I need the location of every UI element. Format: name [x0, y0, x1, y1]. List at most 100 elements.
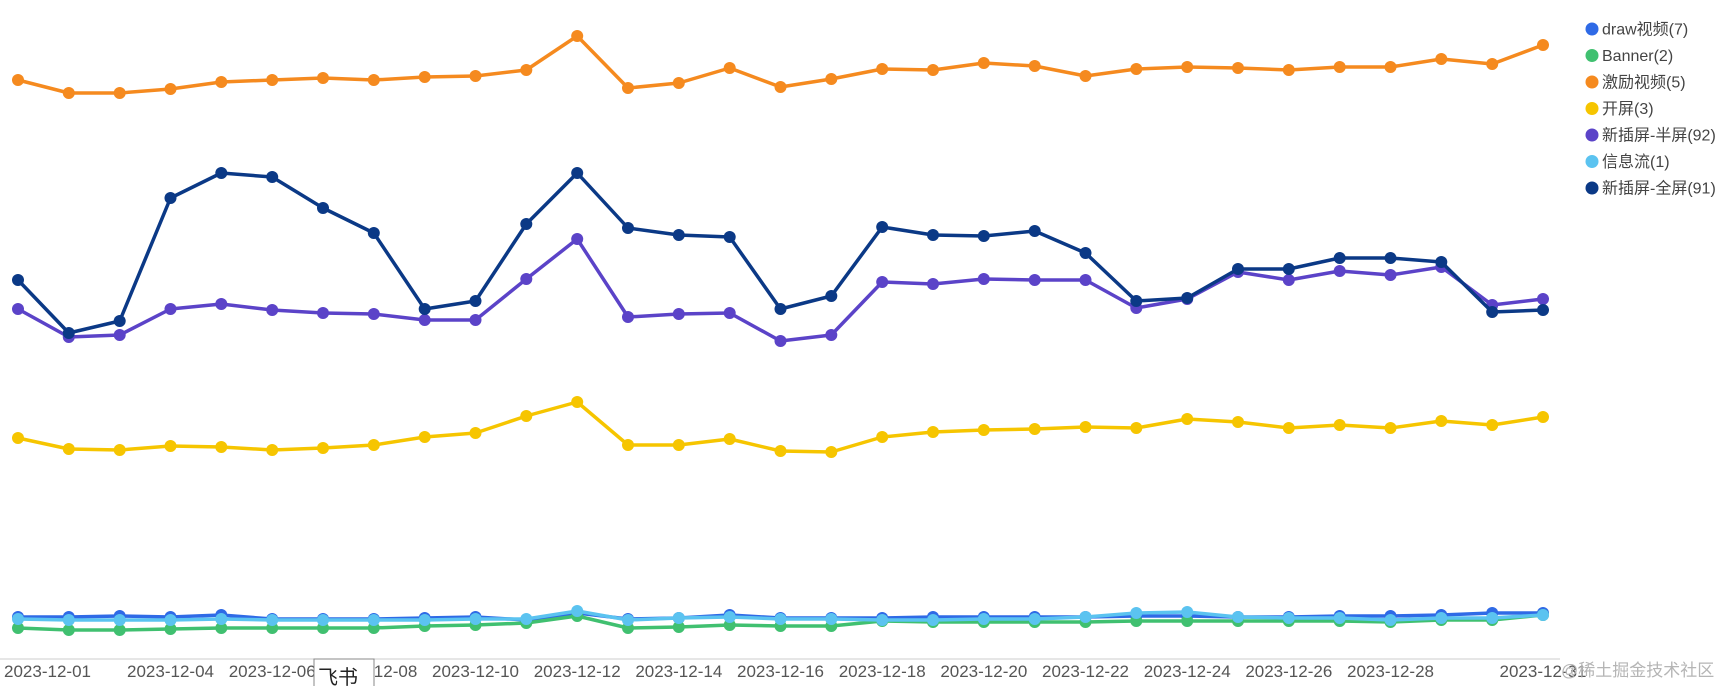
- data-point[interactable]: [1435, 256, 1448, 268]
- legend-item[interactable]: 激励视频(5): [1585, 74, 1686, 92]
- data-point[interactable]: [317, 307, 329, 319]
- data-point[interactable]: [1028, 60, 1041, 72]
- legend[interactable]: draw视频(7) Banner(2) 激励视频(5) 开屏(3) 新插屏-半屏(92)…: [1585, 21, 1716, 198]
- data-point[interactable]: [1181, 606, 1194, 618]
- data-point[interactable]: [1028, 225, 1041, 237]
- data-point[interactable]: [62, 327, 75, 339]
- data-point[interactable]: [1384, 61, 1397, 73]
- popup-box[interactable]: [313, 658, 375, 690]
- data-point[interactable]: [1282, 64, 1295, 76]
- data-point[interactable]: [774, 613, 787, 625]
- data-point[interactable]: [418, 71, 431, 83]
- data-point[interactable]: [164, 614, 177, 626]
- data-point[interactable]: [113, 87, 126, 99]
- data-point[interactable]: [62, 87, 75, 99]
- data-point[interactable]: [774, 445, 787, 457]
- data-point[interactable]: [1282, 422, 1295, 434]
- data-point[interactable]: [418, 614, 431, 626]
- data-point[interactable]: [266, 444, 279, 456]
- data-point[interactable]: [571, 30, 584, 42]
- data-point[interactable]: [266, 171, 279, 183]
- data-point[interactable]: [367, 614, 380, 626]
- data-point[interactable]: [367, 439, 380, 451]
- data-point[interactable]: [1537, 39, 1549, 51]
- data-point[interactable]: [774, 81, 787, 93]
- data-point[interactable]: [215, 622, 228, 634]
- data-point[interactable]: [469, 427, 482, 439]
- data-point[interactable]: [1130, 422, 1143, 434]
- data-point[interactable]: [1079, 421, 1092, 433]
- data-point[interactable]: [876, 431, 889, 443]
- data-point[interactable]: [876, 276, 889, 288]
- data-point[interactable]: [164, 83, 177, 95]
- data-point[interactable]: [215, 441, 228, 453]
- data-point[interactable]: [672, 77, 685, 89]
- data-point[interactable]: [672, 308, 685, 320]
- data-point[interactable]: [317, 442, 329, 454]
- data-point[interactable]: [622, 439, 634, 451]
- data-point[interactable]: [367, 227, 380, 239]
- data-point[interactable]: [12, 432, 24, 444]
- data-point[interactable]: [1384, 252, 1397, 264]
- legend-item[interactable]: 开屏(3): [1585, 101, 1654, 118]
- data-point[interactable]: [825, 329, 838, 341]
- data-point[interactable]: [1079, 247, 1092, 259]
- data-point[interactable]: [1537, 304, 1549, 316]
- data-point[interactable]: [1537, 609, 1549, 621]
- data-point[interactable]: [266, 614, 279, 626]
- data-point[interactable]: [876, 614, 889, 626]
- data-point[interactable]: [1486, 419, 1499, 431]
- data-point[interactable]: [215, 613, 228, 625]
- data-point[interactable]: [571, 167, 584, 179]
- data-point[interactable]: [723, 231, 736, 243]
- legend-item[interactable]: 信息流(1): [1585, 153, 1670, 171]
- data-point[interactable]: [672, 439, 685, 451]
- data-point[interactable]: [1130, 63, 1143, 75]
- data-point[interactable]: [164, 623, 177, 635]
- data-point[interactable]: [1333, 612, 1346, 624]
- data-point[interactable]: [520, 410, 533, 422]
- data-point[interactable]: [317, 202, 329, 214]
- data-point[interactable]: [1486, 306, 1499, 318]
- data-point[interactable]: [1028, 613, 1041, 625]
- data-point[interactable]: [1333, 61, 1346, 73]
- data-point[interactable]: [12, 613, 24, 625]
- data-point[interactable]: [672, 229, 685, 241]
- data-point[interactable]: [927, 278, 939, 290]
- data-point[interactable]: [622, 222, 634, 234]
- legend-item[interactable]: Banner(2): [1585, 48, 1674, 65]
- data-point[interactable]: [977, 57, 990, 69]
- data-point[interactable]: [1384, 422, 1397, 434]
- data-point[interactable]: [469, 613, 482, 625]
- data-point[interactable]: [1028, 423, 1041, 435]
- data-point[interactable]: [774, 303, 787, 315]
- data-point[interactable]: [927, 426, 939, 438]
- data-point[interactable]: [1282, 274, 1295, 286]
- data-point[interactable]: [215, 167, 228, 179]
- legend-item[interactable]: 新插屏-全屏(91): [1585, 180, 1716, 198]
- data-point[interactable]: [113, 614, 126, 626]
- data-point[interactable]: [62, 624, 75, 636]
- data-point[interactable]: [1181, 615, 1194, 627]
- data-point[interactable]: [1028, 274, 1041, 286]
- data-point[interactable]: [164, 303, 177, 315]
- data-point[interactable]: [825, 613, 838, 625]
- data-point[interactable]: [1435, 415, 1448, 427]
- data-point[interactable]: [622, 311, 634, 323]
- data-point[interactable]: [1232, 416, 1244, 428]
- data-point[interactable]: [1181, 292, 1194, 304]
- data-point[interactable]: [367, 74, 380, 86]
- data-point[interactable]: [622, 614, 634, 626]
- popup-tooltip[interactable]: 飞书: [313, 658, 375, 690]
- data-point[interactable]: [520, 218, 533, 230]
- data-point[interactable]: [266, 304, 279, 316]
- data-point[interactable]: [62, 614, 75, 626]
- data-point[interactable]: [1232, 263, 1244, 275]
- data-point[interactable]: [1181, 413, 1194, 425]
- data-point[interactable]: [1130, 295, 1143, 307]
- data-point[interactable]: [1079, 274, 1092, 286]
- legend-item[interactable]: draw视频(7): [1585, 21, 1689, 39]
- data-point[interactable]: [215, 76, 228, 88]
- data-point[interactable]: [1181, 61, 1194, 73]
- data-point[interactable]: [520, 64, 533, 76]
